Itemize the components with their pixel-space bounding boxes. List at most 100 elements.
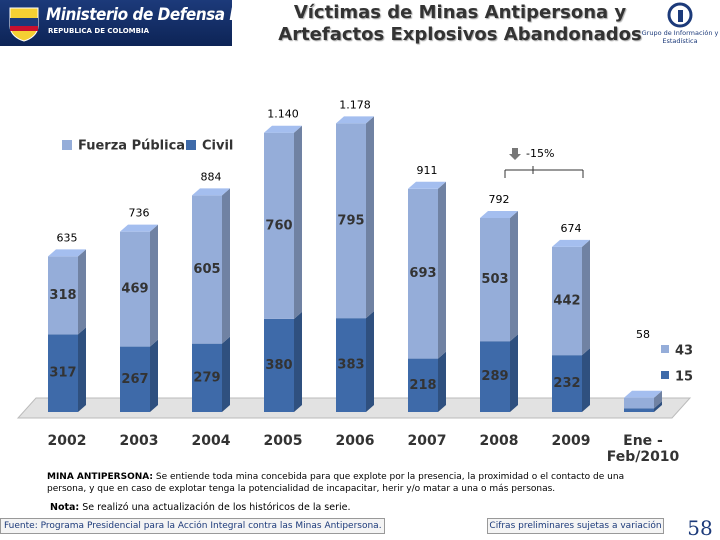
x-tick-label: 2007 xyxy=(407,433,447,449)
value-label: 317 xyxy=(49,366,76,381)
value-label: 218 xyxy=(409,378,436,393)
bar-segment xyxy=(120,224,158,347)
group-name: Grupo de Información y Estadística xyxy=(641,29,719,45)
disclaimer: Cifras preliminares sujetas a variación xyxy=(487,518,664,534)
bar-segment xyxy=(408,351,446,412)
bar-segment xyxy=(480,334,518,412)
value-label: 15 xyxy=(675,370,693,385)
bar-segment xyxy=(408,181,446,359)
total-label: 792 xyxy=(489,193,510,206)
bar-front xyxy=(408,358,438,412)
annotation: -15% xyxy=(526,147,554,160)
value-label: 232 xyxy=(553,376,580,391)
bar-front xyxy=(48,334,78,412)
value-label: 503 xyxy=(481,272,508,287)
ministry-name: Ministerio de Defensa Nacional xyxy=(46,5,300,25)
x-tick-label: 2008 xyxy=(479,433,519,449)
x-tick-label: Ene - Feb/2010 xyxy=(606,433,680,465)
bar-segment xyxy=(120,339,158,412)
total-label: 635 xyxy=(57,231,78,244)
legend-swatch xyxy=(186,140,196,150)
bar-segment xyxy=(192,336,230,412)
value-label: 380 xyxy=(265,358,292,373)
bar-front xyxy=(480,341,510,412)
total-label: 674 xyxy=(561,222,582,235)
bar-side xyxy=(78,249,86,335)
bar-front xyxy=(120,346,150,412)
x-tick-label: 2006 xyxy=(335,433,375,449)
bar-side xyxy=(654,390,662,409)
total-label: 58 xyxy=(636,328,650,341)
value-label: 383 xyxy=(337,358,364,373)
bar-front xyxy=(264,318,294,412)
bar-side xyxy=(294,125,302,319)
bar-side xyxy=(222,188,230,344)
group-logo xyxy=(667,2,693,28)
legend-swatch xyxy=(62,140,72,150)
bar-side xyxy=(654,401,662,412)
bar-front xyxy=(552,246,582,356)
source: Fuente: Programa Presidencial para la Ac… xyxy=(0,518,385,534)
bar-segment xyxy=(48,327,86,412)
bar-side xyxy=(150,224,158,347)
bar-front xyxy=(336,318,366,412)
bar-front xyxy=(192,343,222,412)
chart: -15% Fuerza Pública Civil 317 318 635 267 469 7… xyxy=(16,98,693,419)
total-label: 736 xyxy=(129,207,150,220)
bar-segment xyxy=(624,401,662,412)
bar-segment xyxy=(624,390,662,409)
value-label: 267 xyxy=(121,372,148,387)
bar-segment xyxy=(336,311,374,412)
bar-segment xyxy=(480,210,518,342)
bar-front xyxy=(552,355,582,412)
total-label: 1.140 xyxy=(267,108,299,121)
bar-top xyxy=(264,125,302,133)
value-label: 442 xyxy=(553,294,580,309)
value-swatch xyxy=(661,345,669,353)
x-tick-label: 2002 xyxy=(47,433,87,449)
bar-front xyxy=(408,188,438,359)
bar-front xyxy=(480,217,510,342)
brand-band: Ministerio de Defensa Nacional REPUBLICA… xyxy=(0,0,300,46)
bar-top xyxy=(48,249,86,257)
bar-side xyxy=(150,339,158,412)
bar-top xyxy=(408,181,446,189)
bar-side xyxy=(78,327,86,412)
coat-of-arms xyxy=(9,7,39,42)
bar-segment xyxy=(552,348,590,412)
note: Nota: Se realizó una actualización de lo… xyxy=(50,502,351,513)
bar-top xyxy=(552,239,590,247)
bar-front xyxy=(48,256,78,335)
slide-title: Artefactos Explosivos Abandonados xyxy=(278,24,642,45)
bar-top xyxy=(480,210,518,218)
bar-segment xyxy=(336,116,374,319)
down-arrow xyxy=(509,148,521,160)
bar-side xyxy=(366,311,374,412)
value-label: 795 xyxy=(337,213,364,228)
value-label: 605 xyxy=(193,262,220,277)
bar-side xyxy=(582,239,590,356)
bar-top xyxy=(120,224,158,232)
total-label: 1.178 xyxy=(339,98,371,111)
bar-side xyxy=(222,336,230,412)
value-label: 318 xyxy=(49,288,76,303)
slide-title: Víctimas de Minas Antipersona y xyxy=(293,2,627,23)
value-label: 693 xyxy=(409,266,436,281)
bar-segment xyxy=(552,239,590,356)
legend-label: Fuerza Pública xyxy=(78,139,185,154)
x-tick-label: 2005 xyxy=(263,433,303,449)
definition-term: MINA ANTIPERSONA: xyxy=(47,472,153,482)
bar-side xyxy=(510,334,518,412)
page-number: 58 xyxy=(687,516,713,540)
bar-segment xyxy=(48,249,86,335)
bar-side xyxy=(438,181,446,359)
value-swatch xyxy=(661,371,669,379)
definition: MINA ANTIPERSONA: Se entiende toda mina … xyxy=(47,471,647,495)
definition-text: Se entiende toda mina concebida para que… xyxy=(47,472,625,494)
bar-side xyxy=(438,351,446,412)
bar-top xyxy=(336,116,374,124)
bar-side xyxy=(582,348,590,412)
country-name: REPUBLICA DE COLOMBIA xyxy=(48,27,149,35)
x-tick-label: 2009 xyxy=(551,433,591,449)
